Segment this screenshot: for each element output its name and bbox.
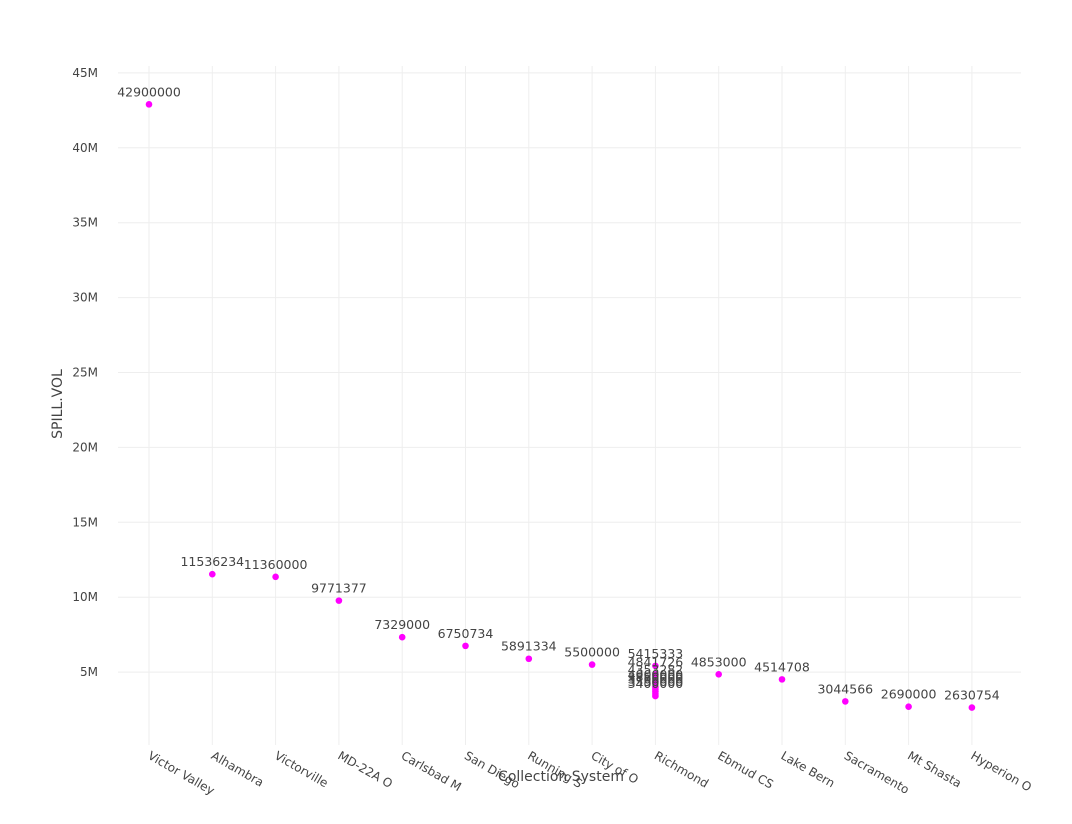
data-label: 4853000 (691, 654, 747, 669)
y-tick-label: 15M (72, 515, 98, 529)
data-label: 42900000 (117, 84, 181, 99)
data-label: 4514708 (754, 659, 810, 674)
data-point (652, 662, 659, 670)
data-points (145, 101, 976, 711)
data-point (398, 633, 406, 641)
data-point (778, 676, 786, 683)
data-point (335, 597, 343, 604)
x-tick-label: Victorville (272, 748, 330, 790)
data-label: 4353282 (628, 662, 684, 677)
y-axis-ticks: 5M 10M 15M 20M 25M 30M 35M 40M 45M (72, 66, 98, 679)
data-point (968, 704, 976, 711)
data-label: 4000000 (628, 667, 684, 682)
x-axis-title: Collection System (498, 769, 624, 785)
data-label: 11360000 (244, 557, 308, 572)
y-tick-label: 25M (72, 366, 98, 380)
y-axis-title: SPILL.VOL (50, 369, 66, 439)
data-label: 5500000 (564, 645, 620, 660)
x-tick-label: Hyperion O (968, 748, 1034, 794)
y-tick-label: 45M (72, 66, 98, 80)
data-label: 3400000 (628, 676, 684, 691)
x-tick-label: Richmond (652, 748, 711, 790)
y-tick-label: 10M (72, 590, 98, 604)
data-label: 9771377 (311, 581, 367, 596)
y-tick-label: 40M (72, 141, 98, 155)
data-point (842, 698, 849, 705)
data-label: 3850000 (628, 669, 684, 684)
data-label: 5415333 (628, 646, 684, 661)
y-tick-label: 30M (72, 291, 98, 305)
data-point (652, 692, 659, 700)
data-label: 7329000 (374, 617, 430, 632)
data-point (588, 661, 596, 668)
data-point (652, 671, 659, 678)
data-label: 5891334 (501, 639, 557, 654)
data-label: 11536234 (180, 554, 244, 569)
data-point (272, 573, 279, 581)
x-tick-label: Alhambra (209, 748, 266, 789)
data-label: 3700000 (628, 672, 684, 687)
x-tick-label: Lake Bern (779, 748, 838, 790)
data-point (525, 655, 533, 663)
data-point (652, 678, 659, 686)
data-label: 6750734 (438, 626, 494, 641)
gridlines (118, 66, 1021, 745)
data-label: 2690000 (881, 687, 937, 702)
data-point (462, 642, 469, 650)
data-label: 4841726 (628, 654, 684, 669)
x-tick-label: Carlsbad M (399, 748, 464, 794)
data-label: 3044566 (817, 681, 873, 696)
x-tick-label: Sacramento (842, 748, 912, 796)
x-tick-label: Victor Valley (146, 748, 217, 797)
data-point (209, 570, 216, 578)
data-point (715, 671, 722, 678)
x-tick-label: Mt Shasta (905, 748, 964, 790)
y-tick-label: 20M (72, 440, 98, 454)
data-label: 2630754 (944, 688, 1000, 703)
x-tick-label: MD-22A O (335, 748, 395, 790)
y-tick-label: 35M (72, 216, 98, 230)
data-label: 3550000 (628, 674, 684, 689)
y-tick-label: 5M (80, 665, 98, 679)
data-point (905, 703, 912, 711)
data-point (145, 101, 153, 108)
x-tick-label: Ebmud CS (715, 748, 776, 791)
